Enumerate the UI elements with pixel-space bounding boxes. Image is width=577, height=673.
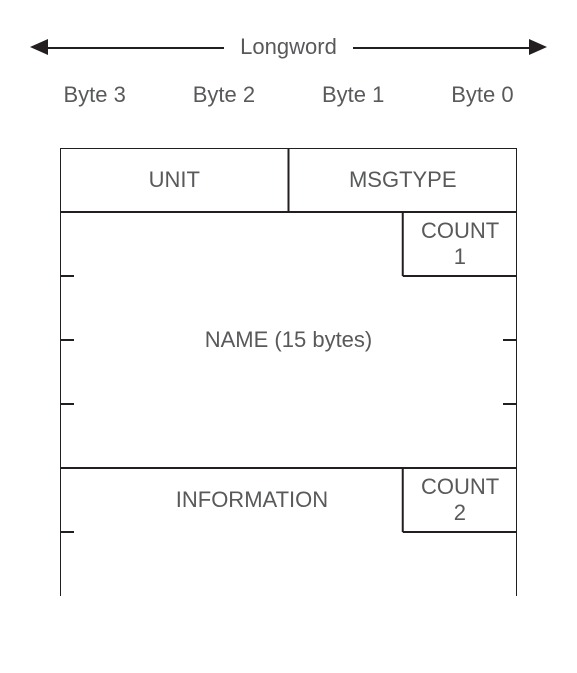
arrow-line-right [353,47,531,49]
byte-0-label: Byte 0 [418,82,547,108]
field-count1: COUNT 1 [421,218,499,270]
byte-3-label: Byte 3 [30,82,159,108]
field-count2: COUNT 2 [421,474,499,526]
field-msgtype: MSGTYPE [349,167,457,193]
arrow-line-left [46,47,224,49]
data-structure-diagram: UNIT MSGTYPE COUNT 1 NAME (15 bytes) COU… [60,148,517,596]
field-name: NAME (15 bytes) [205,327,373,353]
field-unit: UNIT [149,167,200,193]
byte-1-label: Byte 1 [289,82,418,108]
arrow-head-right [529,39,547,55]
byte-header-row: Byte 3 Byte 2 Byte 1 Byte 0 [30,82,547,108]
longword-arrow: Longword [30,30,547,64]
longword-label: Longword [230,34,347,60]
byte-2-label: Byte 2 [159,82,288,108]
structure-svg [60,148,517,596]
field-information: INFORMATION [176,487,328,513]
